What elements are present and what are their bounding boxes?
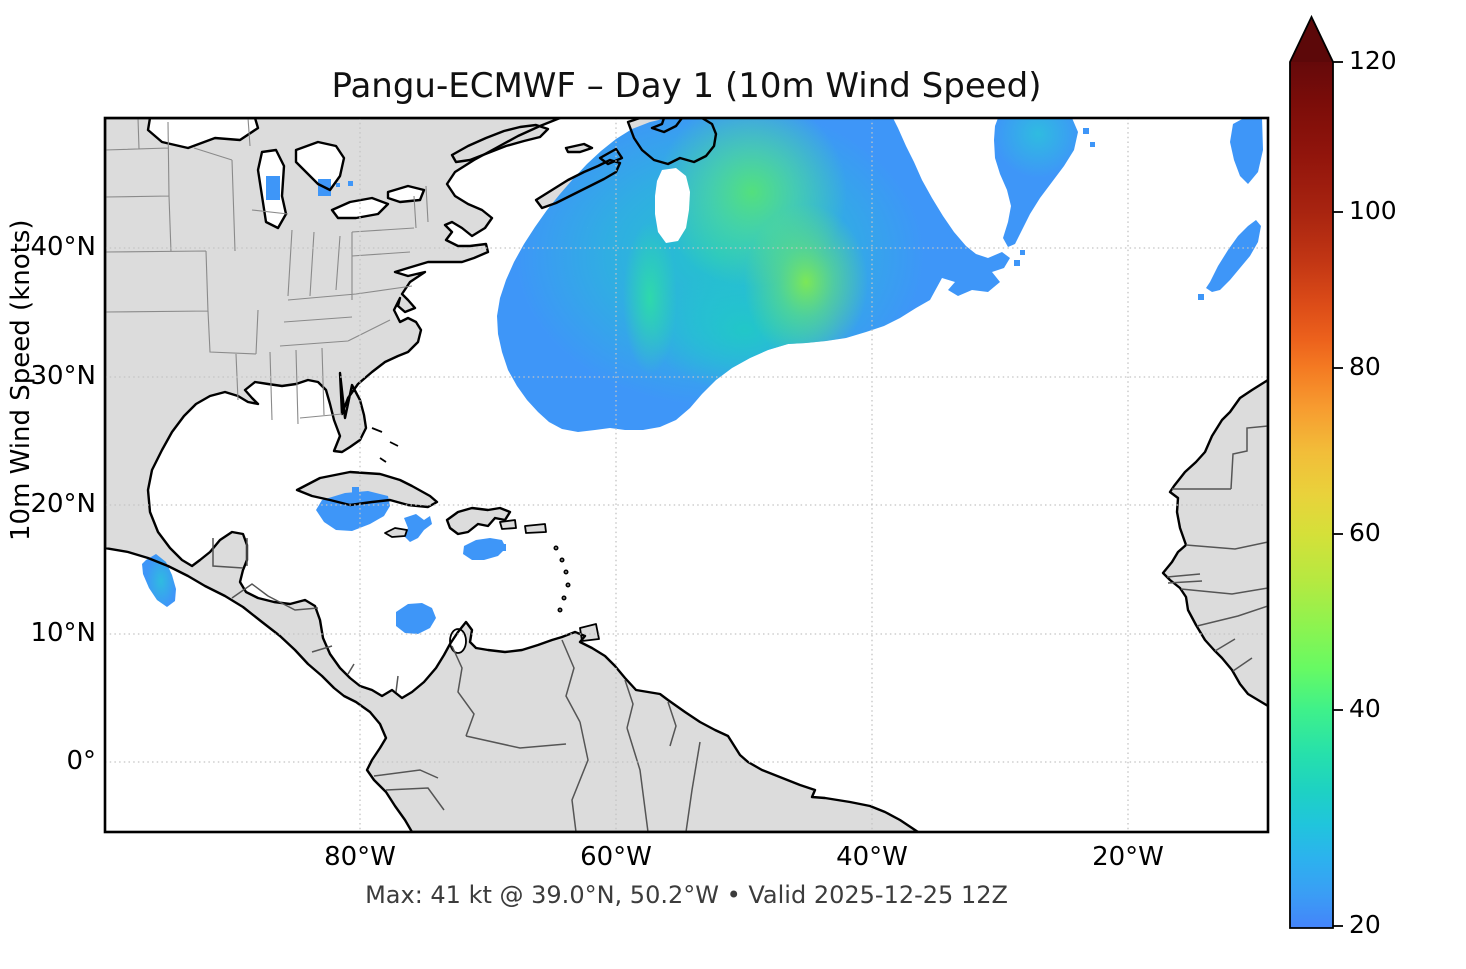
colorbar-outline bbox=[1289, 14, 1334, 929]
colorbar-tick-120: 120 bbox=[1349, 46, 1397, 75]
lat-tick-20n: 20°N bbox=[30, 489, 96, 519]
wind-shading-layer bbox=[142, 118, 1263, 634]
lon-tick-40w: 40°W bbox=[836, 842, 908, 872]
colorbar-tick-20: 20 bbox=[1349, 910, 1381, 939]
lat-tick-10n: 10°N bbox=[30, 618, 96, 648]
lat-tick-40n: 40°N bbox=[30, 232, 96, 262]
lon-tick-80w: 80°W bbox=[324, 842, 396, 872]
colorbar-tick-100: 100 bbox=[1349, 196, 1397, 225]
map-area bbox=[105, 118, 1268, 832]
lon-tick-60w: 60°W bbox=[580, 842, 652, 872]
colorbar-axis-label: 10m Wind Speed (knots) bbox=[6, 219, 36, 541]
caption-max-valid: Max: 41 kt @ 39.0°N, 50.2°W • Valid 2025… bbox=[365, 881, 1008, 909]
lakes-layer bbox=[148, 118, 466, 653]
colorbar bbox=[1289, 14, 1343, 929]
lon-tick-20w: 20°W bbox=[1092, 842, 1164, 872]
lat-tick-30n: 30°N bbox=[30, 361, 96, 391]
lat-tick-0: 0° bbox=[66, 746, 96, 776]
colorbar-tick-60: 60 bbox=[1349, 518, 1381, 547]
colorbar-tick-40: 40 bbox=[1349, 694, 1381, 723]
map-frame bbox=[103, 116, 1270, 834]
colorbar-gradient bbox=[1290, 62, 1333, 928]
calm-hole bbox=[655, 168, 690, 243]
gridlines bbox=[105, 118, 1268, 832]
colorbar-extend-arrow bbox=[1290, 17, 1333, 62]
colorbar-tick-80: 80 bbox=[1349, 352, 1381, 381]
country-borders bbox=[212, 425, 1268, 832]
page-title: Pangu-ECMWF – Day 1 (10m Wind Speed) bbox=[331, 66, 1042, 106]
small-islands-layer bbox=[371, 427, 600, 654]
colorbar-tick-marks bbox=[1333, 61, 1343, 927]
